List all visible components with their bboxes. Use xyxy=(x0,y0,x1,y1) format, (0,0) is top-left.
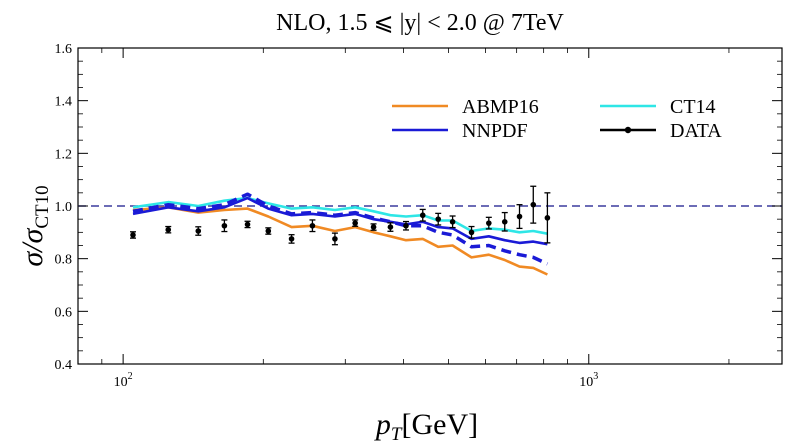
chart-title: NLO, 1.5 ⩽ |y| < 2.0 @ 7TeV xyxy=(276,10,564,36)
x-axis-label-main: p xyxy=(374,408,391,441)
series-line-nnpdf-dashed xyxy=(132,192,549,266)
x-tick-label-1: 103 xyxy=(579,371,598,390)
y-axis-label-main: σ/σ xyxy=(16,227,49,266)
data-point-4 xyxy=(244,221,251,228)
data-point-12 xyxy=(403,222,409,229)
data-point-5 xyxy=(265,228,272,234)
data-point-0 xyxy=(130,232,136,238)
data-point-2 xyxy=(195,228,202,234)
data-point-9 xyxy=(352,220,358,226)
data-point-8 xyxy=(332,236,338,242)
x-axis-label-sub: T xyxy=(391,424,403,444)
data-point-21 xyxy=(544,215,551,221)
data-point-6 xyxy=(288,236,295,242)
legend-marker-data xyxy=(624,126,632,134)
data-point-16 xyxy=(468,229,475,236)
y-tick-label-1: 0.6 xyxy=(55,305,73,320)
data-point-3 xyxy=(221,222,228,229)
y-tick-label-5: 1.4 xyxy=(55,95,73,110)
legend-label-abmp16: ABMP16 xyxy=(462,96,539,118)
legend: ABMP16 CT14 NNPDF DATA xyxy=(392,96,722,142)
x-axis-label: pT[GeV] xyxy=(374,408,478,444)
legend-label-nnpdf: NNPDF xyxy=(462,120,528,142)
x-axis-label-unit: [GeV] xyxy=(401,408,478,441)
axis-ticks: 0.4 0.6 0.8 1.0 1.2 1.4 1.6 102 103 xyxy=(55,42,782,390)
series-line-abmp16 xyxy=(132,206,548,276)
legend-label-ct14: CT14 xyxy=(670,96,716,118)
y-tick-label-4: 1.2 xyxy=(55,147,73,162)
y-tick-label-0: 0.4 xyxy=(55,358,73,373)
data-point-14 xyxy=(435,216,442,222)
data-point-19 xyxy=(516,213,523,220)
y-axis-label-sub: CT10 xyxy=(32,185,53,228)
y-tick-label-2: 0.8 xyxy=(55,253,73,268)
data-point-18 xyxy=(501,219,508,225)
y-tick-label-3: 1.0 xyxy=(55,200,73,215)
x-tick-label-0: 102 xyxy=(114,371,133,390)
data-point-20 xyxy=(530,201,537,208)
data-point-10 xyxy=(370,224,377,230)
y-axis-label: σ/σCT10 xyxy=(16,185,53,266)
y-tick-label-6: 1.6 xyxy=(55,42,73,57)
data-point-7 xyxy=(309,222,316,229)
data-point-15 xyxy=(449,219,456,225)
series-lines xyxy=(132,192,549,276)
data-point-17 xyxy=(486,220,492,226)
data-point-13 xyxy=(419,212,426,219)
data-point-1 xyxy=(165,226,172,233)
data-points xyxy=(129,185,551,246)
data-point-11 xyxy=(387,224,394,230)
legend-label-data: DATA xyxy=(670,120,722,142)
